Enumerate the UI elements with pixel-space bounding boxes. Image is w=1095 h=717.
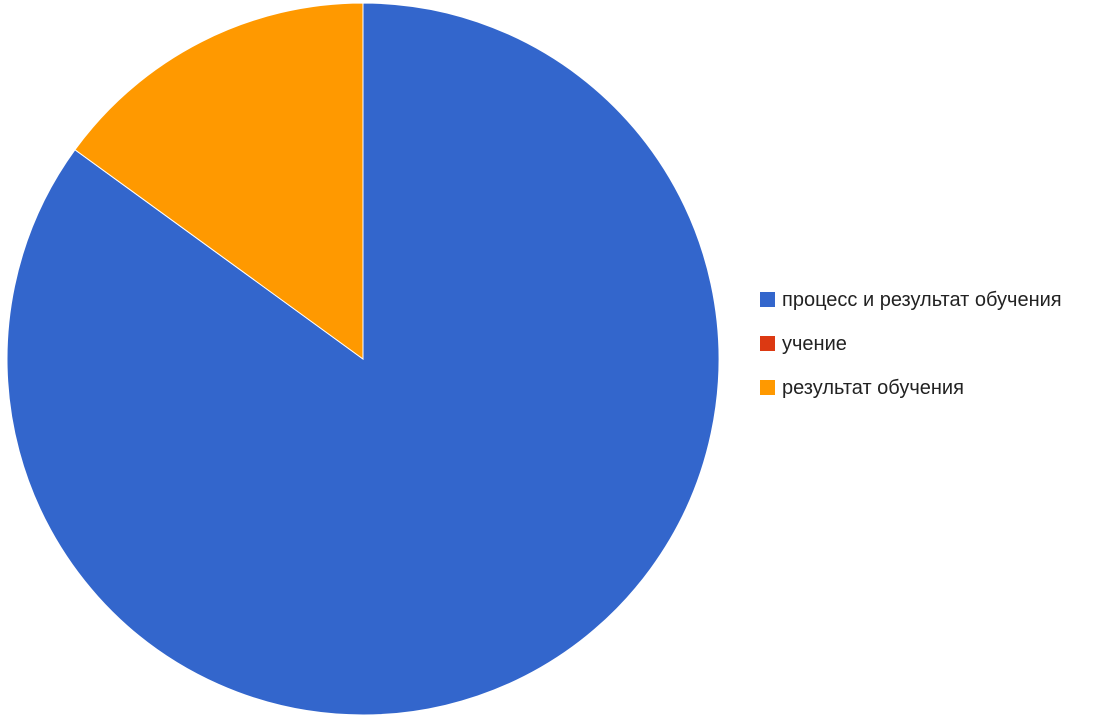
legend-item-learning-result: результат обучения — [760, 374, 1080, 402]
legend-label-learning: учение — [782, 333, 847, 355]
legend-swatch-learning — [760, 336, 775, 351]
legend: процесс и результат обу­чения учение рез… — [760, 286, 1080, 418]
pie-slice-2 — [74, 2, 364, 360]
legend-label-learning-result: результат обучения — [782, 377, 964, 399]
legend-label-process-and-result: процесс и результат обу­чения — [782, 289, 1062, 311]
legend-swatch-process-and-result — [760, 292, 775, 307]
legend-item-learning: учение — [760, 330, 1080, 358]
legend-swatch-learning-result — [760, 380, 775, 395]
legend-item-process-and-result: процесс и результат обу­чения — [760, 286, 1080, 314]
